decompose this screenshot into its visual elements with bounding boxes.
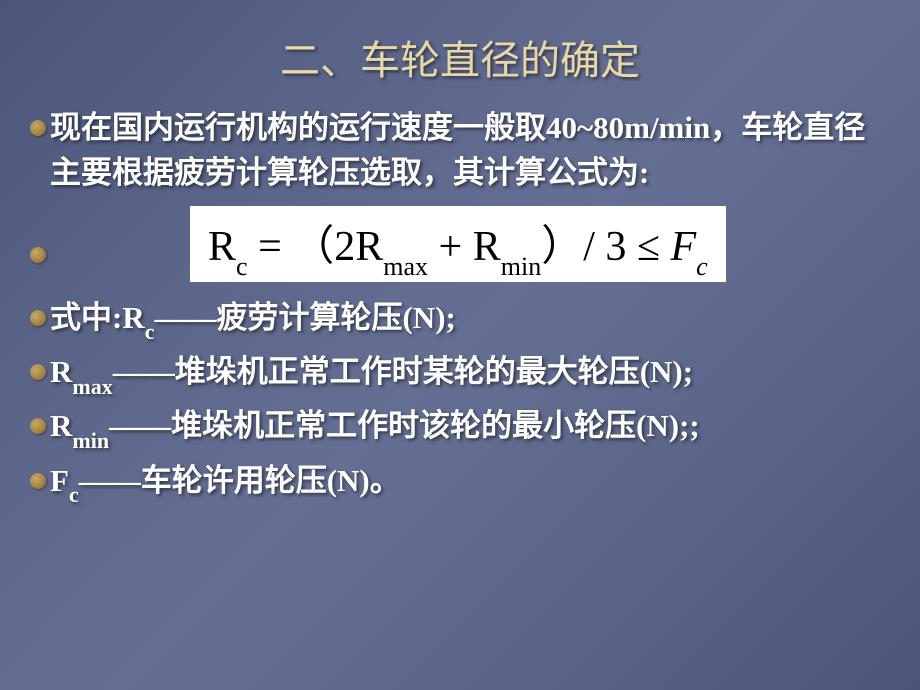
f-rhs-b: F	[670, 224, 696, 270]
f-div: / 3	[583, 224, 626, 270]
f-leq: ≤	[637, 224, 660, 270]
def-prefix: 式中:	[50, 300, 122, 335]
f-t2s: min	[501, 252, 541, 281]
bullet-icon	[30, 120, 46, 136]
fc-txt: ——车轮许用轮压(N)。	[79, 463, 401, 498]
rmax-sub: max	[72, 374, 112, 399]
def-rmin-row: Rmin——堆垛机正常工作时该轮的最小轮压(N);;	[30, 404, 890, 452]
def-rc-row: 式中:Rc——疲劳计算轮压(N);	[30, 296, 890, 344]
def-fc-row: Fc——车轮许用轮压(N)。	[30, 459, 890, 507]
def-rc: 式中:Rc——疲劳计算轮压(N);	[50, 296, 456, 344]
intro-row: 现在国内运行机构的运行速度一般取40~80m/min，车轮直径主要根据疲劳计算轮…	[30, 106, 890, 196]
rmin-txt: ——堆垛机正常工作时该轮的最小轮压(N);;	[109, 408, 700, 443]
f-coef: 2	[334, 224, 355, 270]
bullet-icon	[30, 310, 46, 326]
formula-row: Rc = （2Rmax + Rmin）/ 3 ≤ Fc	[30, 206, 890, 282]
rc-txt: ——疲劳计算轮压(N);	[154, 300, 455, 335]
f-lhs-sub: c	[236, 252, 248, 281]
f-t1b: R	[355, 224, 383, 270]
rmax-sym: R	[50, 354, 72, 389]
f-rhs-s: c	[696, 252, 708, 281]
rc-sub: c	[145, 319, 155, 344]
def-fc: Fc——车轮许用轮压(N)。	[50, 459, 401, 507]
rmin-sub: min	[72, 428, 109, 453]
formula-box: Rc = （2Rmax + Rmin）/ 3 ≤ Fc	[190, 206, 726, 282]
f-eq: =	[258, 224, 292, 270]
bullet-icon	[30, 473, 46, 489]
f-open: （	[292, 224, 334, 270]
intro-text: 现在国内运行机构的运行速度一般取40~80m/min，车轮直径主要根据疲劳计算轮…	[50, 106, 890, 196]
f-t2b: R	[473, 224, 501, 270]
bullet-icon	[30, 418, 46, 434]
f-lhs-base: R	[208, 224, 236, 270]
rmin-sym: R	[50, 408, 72, 443]
def-rmax: Rmax——堆垛机正常工作时某轮的最大轮压(N);	[50, 350, 693, 398]
f-plus: +	[439, 224, 463, 270]
bullet-icon	[30, 364, 46, 380]
slide: 二、车轮直径的确定 现在国内运行机构的运行速度一般取40~80m/min，车轮直…	[0, 0, 920, 690]
def-rmax-row: Rmax——堆垛机正常工作时某轮的最大轮压(N);	[30, 350, 890, 398]
slide-title: 二、车轮直径的确定	[30, 28, 890, 86]
bullet-icon	[30, 247, 46, 263]
f-close: ）	[541, 224, 583, 270]
fc-sym: F	[50, 463, 69, 498]
rmax-txt: ——堆垛机正常工作时某轮的最大轮压(N);	[113, 354, 693, 389]
def-rmin: Rmin——堆垛机正常工作时该轮的最小轮压(N);;	[50, 404, 700, 452]
fc-sub: c	[69, 482, 79, 507]
f-t1s: max	[383, 252, 428, 281]
rc-sym: R	[122, 300, 144, 335]
